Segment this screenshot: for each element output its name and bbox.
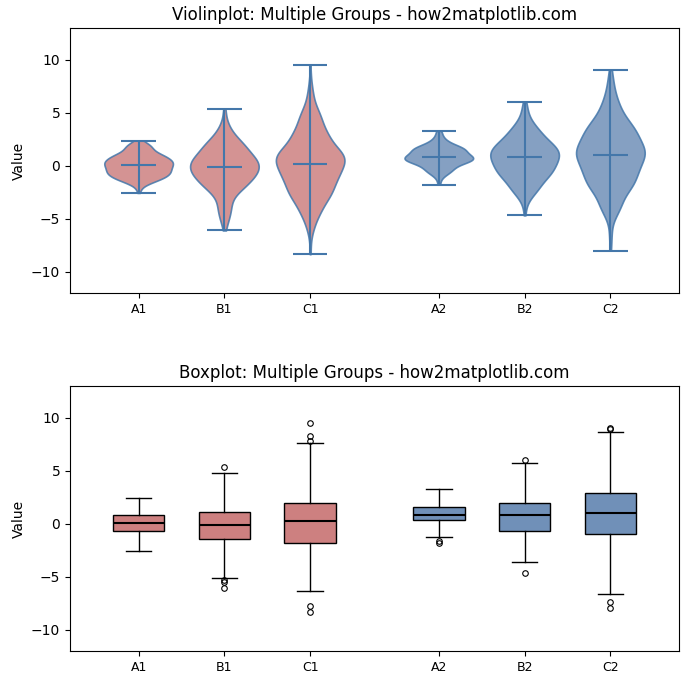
PathPatch shape [413,508,465,521]
PathPatch shape [499,503,550,531]
Y-axis label: Value: Value [11,499,25,538]
PathPatch shape [199,512,250,539]
Title: Violinplot: Multiple Groups - how2matplotlib.com: Violinplot: Multiple Groups - how2matplo… [172,6,577,24]
PathPatch shape [113,515,164,531]
PathPatch shape [584,493,636,534]
PathPatch shape [284,503,336,542]
Title: Boxplot: Multiple Groups - how2matplotlib.com: Boxplot: Multiple Groups - how2matplotli… [179,363,570,382]
Y-axis label: Value: Value [11,141,25,180]
